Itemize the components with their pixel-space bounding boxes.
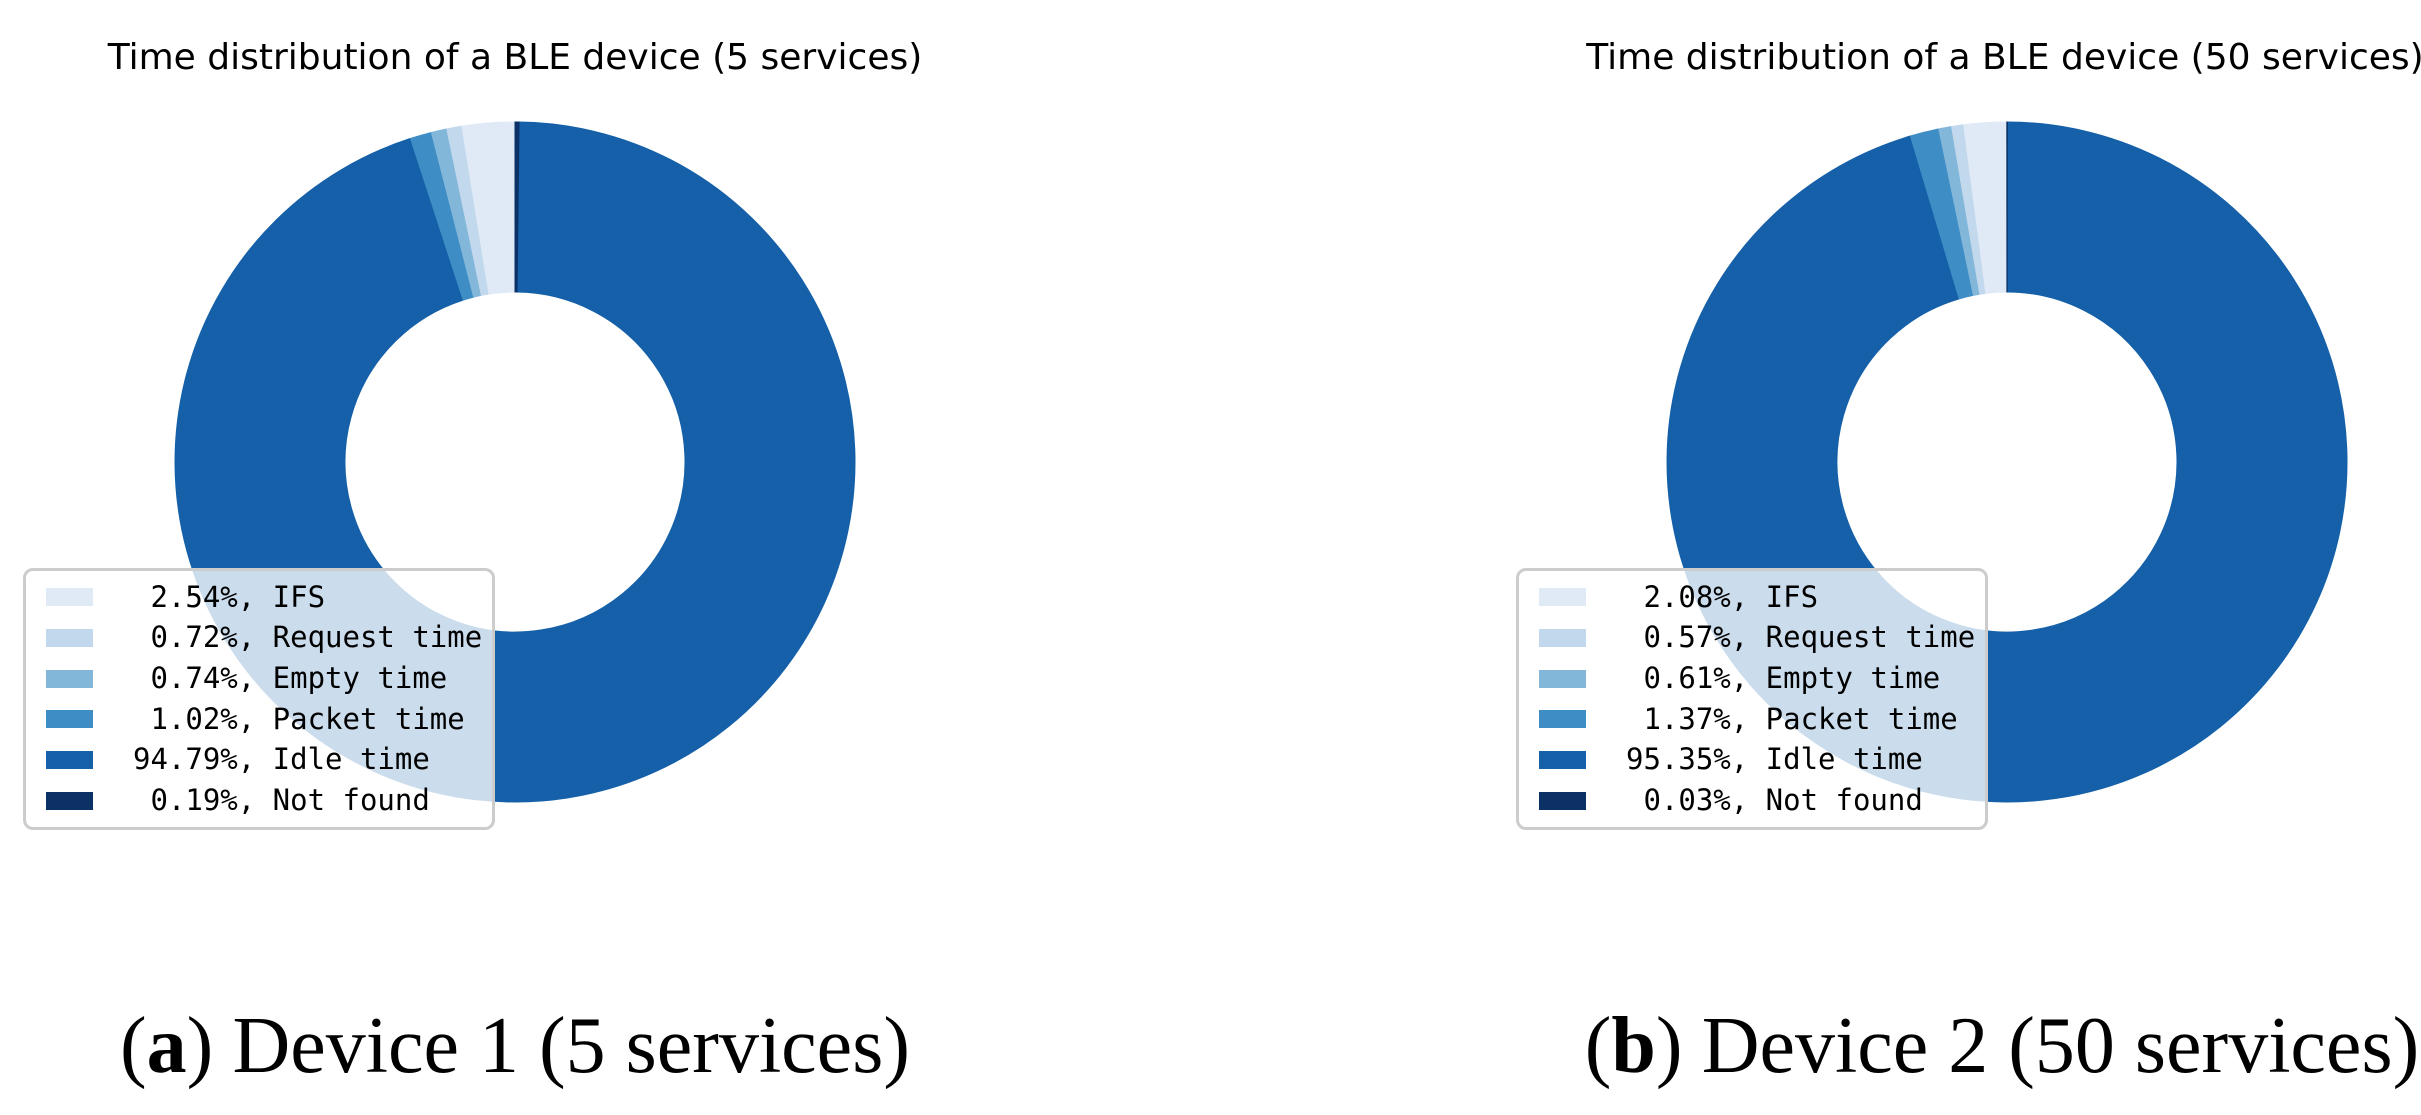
caption-paren-close: ) [1655, 1002, 1683, 1090]
legend-label: 0.74%, Empty time [133, 661, 448, 696]
caption-text: Device 2 (50 services) [1701, 1002, 2420, 1090]
caption-text: Device 1 (5 services) [232, 1002, 910, 1090]
legend-entry-ifs: 2.08%, IFS [1519, 579, 1985, 614]
caption-paren-open: ( [1584, 1002, 1612, 1090]
legend-swatch [1539, 669, 1586, 688]
figure-caption-b: (b) Device 2 (50 services) [1502, 1002, 2421, 1090]
legend-device1: 2.54%, IFS 0.72%, Request time 0.74%, Em… [23, 568, 495, 830]
chart-title-device1: Time distribution of a BLE device (5 ser… [107, 37, 923, 78]
legend-label: 0.19%, Not found [133, 783, 430, 818]
legend-swatch [46, 750, 93, 769]
legend-swatch [46, 628, 93, 647]
pie-slice-not-found [514, 121, 520, 293]
legend-label: 1.02%, Packet time [133, 701, 465, 736]
legend-swatch [1539, 588, 1586, 607]
legend-entry-not-found: 0.03%, Not found [1519, 786, 1985, 815]
legend-entry-not-found: 0.19%, Not found [26, 786, 492, 815]
legend-swatch [1539, 628, 1586, 647]
legend-swatch [46, 669, 93, 688]
legend-entry-empty-time: 0.74%, Empty time [26, 664, 492, 693]
legend-label: 94.79%, Idle time [133, 742, 430, 777]
legend-entry-request-time: 0.57%, Request time [1519, 623, 1985, 652]
legend-entry-empty-time: 0.61%, Empty time [1519, 664, 1985, 693]
legend-device2: 2.08%, IFS 0.57%, Request time 0.61%, Em… [1516, 568, 1988, 830]
legend-entry-idle-time: 94.79%, Idle time [26, 745, 492, 774]
legend-swatch [1539, 750, 1586, 769]
figure-caption-a: (a) Device 1 (5 services) [15, 1002, 1015, 1090]
chart-title-device2: Time distribution of a BLE device (50 se… [1586, 37, 2421, 78]
legend-label: 2.08%, IFS [1626, 579, 1819, 614]
legend-label: 1.37%, Packet time [1626, 701, 1958, 736]
legend-swatch [46, 710, 93, 729]
legend-swatch [46, 791, 93, 810]
caption-paren-open: ( [120, 1002, 147, 1090]
legend-swatch [1539, 791, 1586, 810]
legend-entry-packet-time: 1.37%, Packet time [1519, 701, 1985, 736]
legend-entry-idle-time: 95.35%, Idle time [1519, 745, 1985, 774]
legend-entry-request-time: 0.72%, Request time [26, 623, 492, 652]
legend-swatch [46, 588, 93, 607]
legend-label: 2.54%, IFS [133, 579, 326, 614]
legend-label: 0.03%, Not found [1626, 783, 1923, 818]
pie-slice-not-found [2006, 121, 2008, 293]
legend-label: 95.35%, Idle time [1626, 742, 1923, 777]
legend-swatch [1539, 710, 1586, 729]
legend-entry-ifs: 2.54%, IFS [26, 579, 492, 614]
caption-letter: a [146, 1002, 187, 1090]
caption-paren-close: ) [186, 1002, 214, 1090]
caption-letter: b [1611, 1002, 1656, 1090]
legend-label: 0.57%, Request time [1626, 620, 1976, 655]
legend-entry-packet-time: 1.02%, Packet time [26, 701, 492, 736]
legend-label: 0.72%, Request time [133, 620, 483, 655]
legend-label: 0.61%, Empty time [1626, 661, 1941, 696]
